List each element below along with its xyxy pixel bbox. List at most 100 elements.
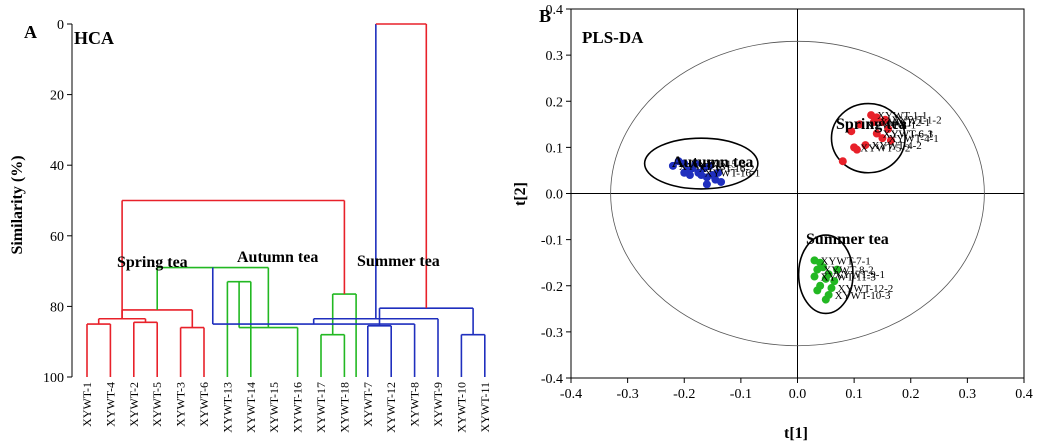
group-ellipse — [797, 234, 854, 315]
plsda-point-label: XYWT-11-3 — [820, 272, 876, 284]
group-label-autumn: Autumn tea — [237, 249, 318, 266]
panel-b-label: B — [539, 6, 551, 26]
plsda-point — [861, 141, 870, 150]
plsda-point — [872, 129, 881, 138]
plsda-point — [869, 118, 878, 127]
plsda-ellipses — [610, 40, 985, 347]
hotelling-ellipse — [610, 40, 985, 347]
plsda-point — [821, 295, 830, 304]
hca-leaf-label: XYWT-14 — [244, 382, 258, 433]
plsda-point — [833, 265, 842, 274]
plsda-point-label: XYWT-4-2 — [871, 140, 921, 152]
plsda-point — [705, 161, 714, 170]
hca-leaf-label: XYWT-3 — [174, 382, 188, 427]
plsda-x-tick-label: 0.4 — [1015, 387, 1033, 402]
hca-y-axis-label: Similarity (%) — [9, 155, 26, 254]
plsda-point — [830, 277, 839, 286]
plsda-y-tick-label: 0.0 — [546, 188, 564, 203]
plsda-point-label: XYWT-1-1 — [877, 110, 927, 122]
plsda-point — [827, 284, 836, 293]
group-ellipse — [643, 137, 759, 190]
plsda-point-label: XYWT-1-2 — [891, 115, 941, 127]
plsda-point-label: XYWT-9-1 — [835, 269, 885, 281]
plsda-point — [850, 143, 859, 152]
hca-leaf-label: XYWT-8 — [408, 382, 422, 427]
plsda-point-label: XYWT-5-2 — [860, 142, 910, 154]
hca-y-tick-label: 60 — [50, 230, 64, 245]
hca-leaf-label: XYWT-17 — [314, 382, 328, 433]
group-label-summer: Summer tea — [357, 253, 440, 270]
plsda-y-tick-label: -0.4 — [541, 372, 563, 387]
hca-leaf-labels: XYWT-1 XYWT-4 XYWT-2 XYWT-5 XYWT-3 XYWT-6 XYWT… — [80, 382, 492, 433]
hca-leaf-label: XYWT-5 — [150, 382, 164, 427]
hca-leaf-label: XYWT-2 — [127, 382, 141, 427]
plsda-reference-lines — [571, 9, 1024, 378]
hca-leaf-label: XYWT-15 — [267, 382, 281, 433]
hca-dendrogram-panel: A HCA Similarity (%) 0 20 40 60 80 100 XYWT-1… — [9, 18, 492, 433]
plsda-point — [878, 134, 887, 143]
plsda-point-label: XYWT-8-2 — [823, 265, 873, 277]
hca-leaf-label: XYWT-13 — [220, 382, 234, 433]
hca-y-tick-label: 0 — [57, 18, 64, 33]
plsda-y-tick-label: 0.3 — [546, 49, 564, 64]
plsda-point — [838, 157, 847, 166]
plsda-x-tick-label: 0.0 — [789, 387, 807, 402]
plsda-y-tick-label: 0.1 — [546, 141, 564, 156]
hca-leaf-label: XYWT-6 — [197, 382, 211, 427]
plsda-point — [702, 180, 711, 189]
hca-y-ticks: 0 20 40 60 80 100 — [43, 18, 72, 386]
plsda-point-label: XYWT-12-2 — [837, 283, 893, 295]
plsda-point-label: XYWT-16-1 — [704, 168, 760, 180]
plsda-point — [714, 168, 723, 177]
plsda-y-axis-label: t[2] — [512, 182, 529, 206]
plsda-points — [668, 111, 895, 304]
plsda-group-label-summer: Summer tea — [806, 231, 889, 248]
plsda-group-label-spring: Spring tea — [836, 116, 907, 133]
plsda-point-label: XYWT-15-3 — [690, 159, 746, 171]
plsda-point — [813, 286, 822, 295]
plsda-point-label: XYWT-10-3 — [835, 290, 891, 302]
plsda-point — [886, 136, 895, 145]
plsda-point — [824, 270, 833, 279]
plsda-point-label: XYWT-4-1 — [888, 133, 938, 145]
plsda-y-tick-label: 0.4 — [546, 3, 564, 18]
hca-leaf-label: XYWT-16 — [291, 382, 305, 433]
hca-leaf-label: XYWT-11 — [478, 382, 492, 432]
plsda-scatter-panel: B PLS-DA t[2] t[1] -0.4 -0.3 -0.2 -0.1 0.0 0.… — [512, 3, 1033, 442]
plsda-point-label: XYWT-7-1 — [820, 255, 870, 267]
plsda-point — [810, 272, 819, 281]
plsda-x-tick-label: 0.1 — [845, 387, 863, 402]
hca-y-tick-label: 80 — [50, 300, 64, 315]
plsda-point — [717, 177, 726, 186]
plsda-point — [847, 127, 856, 136]
plsda-point — [884, 124, 893, 133]
plsda-point-label: XYWT-6-3 — [883, 129, 934, 141]
group-label-spring: Spring tea — [117, 254, 188, 271]
plsda-y-tick-label: -0.2 — [541, 280, 563, 295]
group-ellipse — [830, 102, 906, 174]
plsda-point — [691, 159, 700, 168]
plsda-group-labels: Autumn tea Spring tea Summer tea — [672, 116, 907, 248]
plsda-point-label: XYWT-6-1 — [883, 129, 933, 141]
plsda-x-axis-label: t[1] — [784, 425, 808, 442]
plsda-title: PLS-DA — [582, 28, 644, 47]
plsda-x-tick-label: -0.2 — [673, 387, 695, 402]
plsda-group-label-autumn: Autumn tea — [672, 154, 753, 171]
plsda-y-tick-label: -0.3 — [541, 326, 563, 341]
plsda-y-tick-label: -0.1 — [541, 234, 563, 249]
plsda-x-tick-label: -0.1 — [730, 387, 752, 402]
plsda-x-tick-label: -0.4 — [560, 387, 582, 402]
hca-dendrogram-links — [86, 23, 486, 377]
plsda-point — [855, 120, 864, 129]
hca-leaf-label: XYWT-12 — [384, 382, 398, 433]
hca-leaf-label: XYWT-1 — [80, 382, 94, 427]
plsda-y-tick-label: 0.2 — [546, 95, 564, 110]
hca-leaf-label: XYWT-9 — [431, 382, 445, 427]
plsda-point-label: XYWT-3-1 — [866, 119, 916, 131]
plsda-point — [818, 263, 827, 272]
plsda-axis-ticks: -0.4 -0.3 -0.2 -0.1 0.0 0.1 0.2 0.3 0.4 0.4 0.3 0.2… — [541, 3, 1033, 402]
plsda-point — [680, 159, 689, 168]
hca-leaf-label: XYWT-4 — [103, 382, 117, 427]
plsda-point — [668, 161, 677, 170]
